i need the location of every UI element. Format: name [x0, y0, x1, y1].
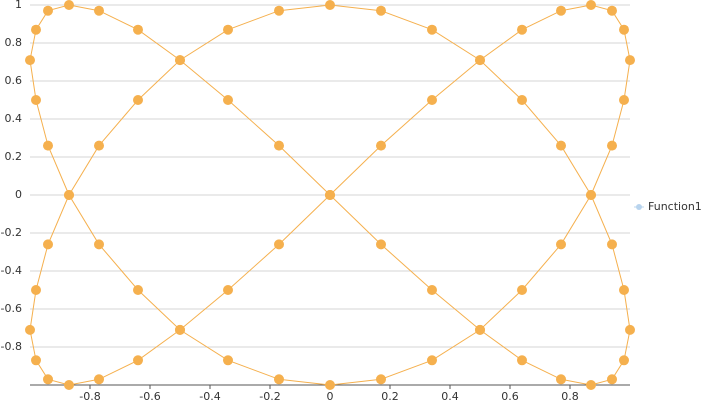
y-tick-label: 0.8	[5, 36, 23, 49]
point	[427, 24, 437, 35]
point	[376, 239, 386, 250]
point	[274, 5, 284, 16]
y-tick-label: -0.2	[1, 226, 22, 239]
point	[325, 380, 335, 390]
point	[427, 95, 437, 105]
y-tick-label: -0.6	[1, 302, 22, 315]
point	[376, 5, 386, 16]
point	[475, 55, 485, 66]
point	[517, 355, 527, 366]
point	[274, 239, 284, 250]
point	[133, 24, 143, 35]
x-tick-label: -0.6	[139, 390, 160, 403]
point	[43, 5, 53, 16]
point	[223, 24, 233, 35]
point	[619, 24, 629, 35]
point	[43, 239, 53, 250]
point	[274, 140, 284, 151]
point	[325, 0, 335, 10]
point	[475, 324, 485, 335]
point	[619, 285, 629, 295]
point	[25, 55, 35, 66]
y-tick-label: -0.8	[1, 340, 22, 353]
y-tick-label: 0.2	[5, 150, 23, 163]
point	[556, 5, 566, 16]
point	[517, 24, 527, 35]
legend-marker	[636, 204, 642, 210]
point	[556, 140, 566, 151]
point	[223, 95, 233, 105]
legend-label: Function1	[648, 200, 702, 213]
point	[223, 285, 233, 295]
point	[607, 374, 617, 385]
point	[625, 55, 635, 66]
point	[607, 140, 617, 151]
point	[31, 95, 41, 105]
point	[64, 0, 74, 10]
x-tick-label: -0.2	[259, 390, 280, 403]
point	[133, 285, 143, 295]
point	[31, 355, 41, 366]
point	[607, 239, 617, 250]
point	[25, 324, 35, 335]
point	[625, 324, 635, 335]
x-tick-label: -0.4	[199, 390, 220, 403]
point	[133, 355, 143, 366]
point	[31, 285, 41, 295]
x-tick-label: -0.8	[79, 390, 100, 403]
y-tick-label: 0.6	[5, 74, 23, 87]
point	[517, 285, 527, 295]
point	[94, 140, 104, 151]
point	[175, 55, 185, 66]
y-tick-label: 0.4	[5, 112, 23, 125]
point	[64, 380, 74, 390]
point	[94, 5, 104, 16]
point	[274, 374, 284, 385]
point	[619, 355, 629, 366]
point	[175, 324, 185, 335]
point	[43, 374, 53, 385]
point	[517, 95, 527, 105]
point	[64, 190, 74, 200]
point	[556, 239, 566, 250]
point	[427, 285, 437, 295]
y-tick-label: 1	[15, 0, 22, 11]
point	[607, 5, 617, 16]
y-tick-label: -0.4	[1, 264, 22, 277]
x-tick-label: 0	[327, 390, 334, 403]
point	[223, 355, 233, 366]
point	[619, 95, 629, 105]
y-tick-label: 0	[15, 188, 22, 201]
point	[427, 355, 437, 366]
point	[556, 374, 566, 385]
x-tick-label: 0.6	[501, 390, 519, 403]
x-tick-label: 0.4	[441, 390, 459, 403]
legend: Function1	[634, 200, 702, 213]
point	[586, 190, 596, 200]
point	[376, 374, 386, 385]
point	[94, 374, 104, 385]
point	[586, 380, 596, 390]
x-tick-label: 0.8	[561, 390, 579, 403]
point	[376, 140, 386, 151]
point	[31, 24, 41, 35]
point	[325, 190, 335, 200]
point	[94, 239, 104, 250]
point	[586, 0, 596, 10]
x-tick-label: 0.2	[381, 390, 399, 403]
point	[133, 95, 143, 105]
point	[43, 140, 53, 151]
